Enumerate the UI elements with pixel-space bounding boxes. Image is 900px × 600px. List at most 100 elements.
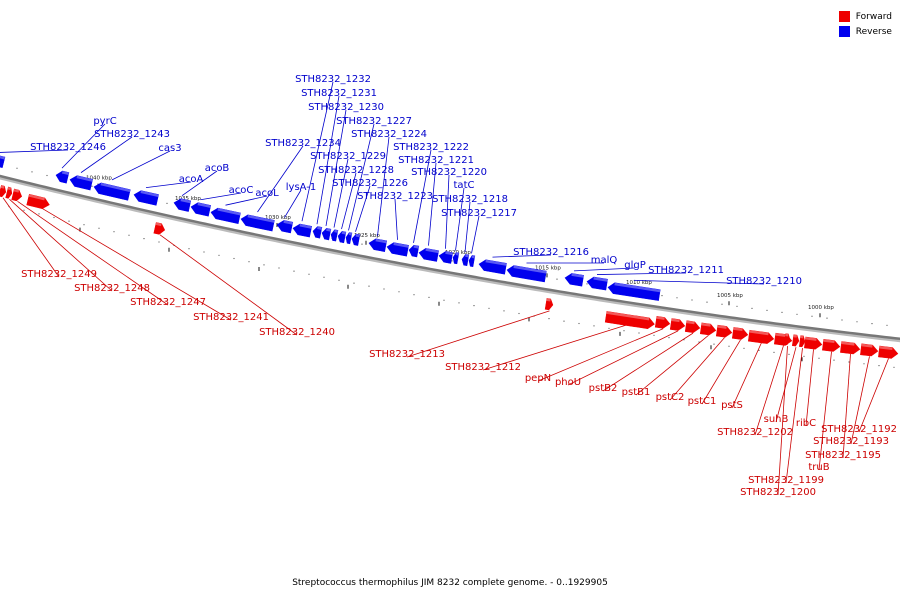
gene-STH8232_1240-label[interactable]: STH8232_1240 [259, 327, 335, 338]
gene-STH8232_1249-label[interactable]: STH8232_1249 [21, 269, 97, 280]
gene-STH8232_1246[interactable] [0, 154, 6, 169]
gene-pyrC-label[interactable]: pyrC [93, 116, 116, 127]
gene-STH8232_1229-label[interactable]: STH8232_1229 [310, 151, 386, 162]
gene-STH8232_1243[interactable] [69, 174, 93, 191]
gene-pstS-label[interactable]: pstS [721, 400, 743, 411]
gene-STH8232_1231-label[interactable]: STH8232_1231 [301, 88, 377, 99]
gene-STH8232_1223-label[interactable]: STH8232_1223 [357, 191, 433, 202]
gene-pstB2[interactable] [684, 320, 701, 334]
gene-STH8232_1193-label[interactable]: STH8232_1193 [813, 436, 889, 447]
gene-ribC[interactable] [804, 336, 823, 350]
gene-STH8232_1248-label[interactable]: STH8232_1248 [74, 283, 150, 294]
gene-STH8232_1247-label[interactable]: STH8232_1247 [130, 297, 206, 308]
gene-STH8232_1195[interactable] [840, 341, 861, 355]
gene-STH8232_1234-label[interactable]: STH8232_1234 [265, 138, 341, 149]
gene-STH8232_1220-label[interactable]: STH8232_1220 [411, 167, 487, 178]
gene-STH8232_1241[interactable] [26, 193, 51, 210]
gene-acoC-label[interactable]: acoC [229, 185, 254, 196]
gene-pstB1-label[interactable]: pstB1 [622, 387, 651, 398]
gene-STH8232_1193[interactable] [860, 343, 879, 357]
gene-pstC1-label[interactable]: pstC1 [688, 396, 717, 407]
gene-cas3[interactable] [93, 182, 131, 201]
gene-pstB2-label[interactable]: pstB2 [589, 383, 618, 394]
gene-STH8232_1211[interactable] [586, 276, 608, 291]
gene-lysA-1-label[interactable]: lysA-1 [286, 182, 317, 193]
gene-STH8232_1221[interactable] [418, 247, 439, 262]
gene-STH8232_1192[interactable] [878, 345, 899, 359]
gene-STH8232_1232-label[interactable]: STH8232_1232 [295, 74, 371, 85]
gene-STH8232_1241-label[interactable]: STH8232_1241 [193, 312, 269, 323]
gene-acoC[interactable] [190, 201, 212, 217]
gene-STH8232_1246-label[interactable]: STH8232_1246 [30, 142, 106, 153]
gene-STH8232_1224-label[interactable]: STH8232_1224 [351, 129, 427, 140]
gene-STH8232_1213-label[interactable]: STH8232_1213 [369, 349, 445, 360]
gene-STH8232_1229[interactable] [330, 229, 339, 242]
gene-STH8232_1200[interactable] [784, 333, 791, 346]
gene-STH8232_1210-label[interactable]: STH8232_1210 [726, 276, 802, 287]
gene-pepN-label[interactable]: pepN [525, 373, 551, 384]
gene-STH8232_1200-label[interactable]: STH8232_1200 [740, 487, 816, 498]
gene-tatC-label[interactable]: tatC [454, 180, 475, 191]
gene-STH8232_1224[interactable] [368, 238, 388, 252]
gene-STH8232_1228[interactable] [337, 230, 347, 244]
gene-pstC1[interactable] [731, 327, 749, 340]
gene-pyrC[interactable] [55, 170, 70, 184]
gene-STH8232_1216-label[interactable]: STH8232_1216 [513, 247, 589, 258]
gene-STH8232_1211-label[interactable]: STH8232_1211 [648, 265, 724, 276]
gene-STH8232_1227-label[interactable]: STH8232_1227 [336, 116, 412, 127]
gene-STH8232_1223[interactable] [386, 241, 409, 257]
gene-STH8232_1222[interactable] [408, 244, 420, 258]
gene-pstS[interactable] [747, 329, 775, 344]
gene-STH8232_1227[interactable] [345, 232, 353, 245]
gene-malQ-label[interactable]: malQ [591, 255, 618, 266]
gene-truB-label[interactable]: truB [808, 462, 829, 473]
gene-phoU-label[interactable]: phoU [555, 377, 581, 388]
gene-lysA-1[interactable] [276, 219, 294, 234]
gene-STH8232_1195-label[interactable]: STH8232_1195 [805, 450, 881, 461]
gene-STH8232_1247[interactable] [11, 188, 23, 202]
gene-STH8232_1228-label[interactable]: STH8232_1228 [318, 165, 394, 176]
gene-acoB-label[interactable]: acoB [205, 163, 230, 174]
gene-STH8232_1234[interactable] [240, 214, 275, 232]
gene-STH8232_1212[interactable] [604, 311, 655, 330]
gene-STH8232_1232[interactable] [292, 223, 313, 238]
gene-STH8232_1210[interactable] [607, 282, 661, 301]
gene-STH8232_1202-label[interactable]: STH8232_1202 [717, 427, 793, 438]
gene-STH8232_1222-label[interactable]: STH8232_1222 [393, 142, 469, 153]
gene-STH8232_1231[interactable] [312, 226, 323, 239]
gene-STH8232_1243-label[interactable]: STH8232_1243 [94, 129, 170, 140]
gene-STH8232_1226-label[interactable]: STH8232_1226 [332, 178, 408, 189]
gene-acoB[interactable] [173, 197, 192, 212]
gene-STH8232_1218[interactable] [461, 254, 470, 267]
gene-tatC[interactable] [452, 252, 460, 265]
gene-STH8232_1199[interactable] [799, 335, 806, 348]
gene-malQ[interactable] [506, 265, 547, 283]
gene-STH8232_1217-label[interactable]: STH8232_1217 [441, 208, 517, 219]
gene-STH8232_1213[interactable] [544, 298, 554, 311]
gene-STH8232_1218-label[interactable]: STH8232_1218 [432, 194, 508, 205]
gene-cas3-label[interactable]: cas3 [158, 143, 181, 154]
gene-suhB[interactable] [792, 334, 800, 347]
gene-STH8232_1249[interactable] [0, 185, 7, 198]
gene-phoU[interactable] [669, 318, 686, 331]
gene-truB[interactable] [822, 338, 841, 352]
gene-STH8232_1220[interactable] [438, 250, 454, 264]
gene-STH8232_1199-label[interactable]: STH8232_1199 [748, 475, 824, 486]
gene-STH8232_1221-label[interactable]: STH8232_1221 [398, 155, 474, 166]
gene-acoA-label[interactable]: acoA [179, 174, 204, 185]
gene-ribC-label[interactable]: ribC [796, 418, 816, 429]
gene-glgP-label[interactable]: glgP [624, 260, 646, 271]
gene-pstC2[interactable] [715, 324, 733, 338]
gene-acoA[interactable] [133, 189, 159, 206]
gene-STH8232_1226[interactable] [351, 233, 361, 246]
gene-pepN[interactable] [654, 315, 671, 329]
gene-STH8232_1192-label[interactable]: STH8232_1192 [821, 424, 897, 435]
gene-acoL[interactable] [210, 207, 241, 224]
gene-STH8232_1230-label[interactable]: STH8232_1230 [308, 102, 384, 113]
gene-STH8232_1230[interactable] [321, 228, 332, 241]
gene-pstC2-label[interactable]: pstC2 [656, 392, 685, 403]
gene-STH8232_1212-label[interactable]: STH8232_1212 [445, 362, 521, 373]
gene-STH8232_1216[interactable] [478, 259, 507, 275]
gene-STH8232_1240[interactable] [153, 222, 166, 235]
gene-acoL-label[interactable]: acoL [255, 188, 279, 199]
